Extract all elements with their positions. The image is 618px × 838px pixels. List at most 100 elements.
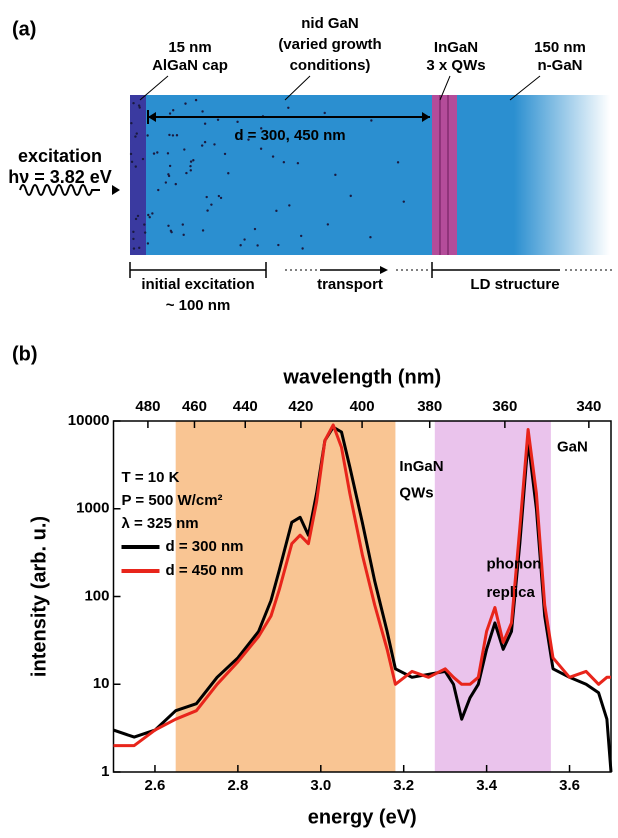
defect-dot — [168, 112, 172, 115]
defect-dot — [181, 223, 184, 226]
x2-tick-label: 400 — [350, 398, 375, 415]
ngan-label: 150 nm — [534, 39, 586, 56]
defect-dot — [135, 132, 138, 135]
thickness-label: d = 300, 450 nm — [234, 127, 345, 144]
defect-dot — [171, 134, 175, 137]
x-tick-label: 2.8 — [227, 777, 248, 794]
algan-label: 15 nm — [168, 39, 211, 56]
algan-layer — [130, 95, 146, 255]
defect-dot — [132, 230, 135, 234]
condition: T = 10 K — [122, 469, 180, 486]
defect-dot — [217, 194, 221, 198]
defect-dot — [147, 213, 150, 217]
defect-dot — [152, 152, 156, 155]
defect-dot — [185, 171, 188, 175]
defect-dot — [156, 151, 159, 154]
defect-dot — [210, 203, 213, 206]
panel-a: (a) d = 300, 450 nm 15 nm AlGaN cap nid … — [8, 15, 612, 314]
defect-dot — [369, 236, 372, 239]
x2-tick-label: 340 — [576, 398, 601, 415]
defect-dot — [151, 212, 154, 215]
defect-dot — [236, 120, 239, 124]
defect-dot — [200, 144, 204, 147]
defect-dot — [299, 234, 303, 238]
defect-dot — [130, 121, 133, 125]
defect-dot — [168, 164, 172, 168]
defect-dot — [402, 200, 405, 203]
defect-dot — [134, 165, 137, 168]
initial-label: initial excitation — [141, 276, 254, 293]
defect-dot — [143, 223, 146, 226]
defect-dot — [260, 127, 263, 130]
x2-tick-label: 380 — [417, 398, 442, 415]
defect-dot — [170, 230, 173, 234]
defect-dot — [223, 152, 227, 156]
defect-dot — [129, 152, 133, 156]
pointer — [284, 75, 311, 101]
ingan-label: 3 x QWs — [426, 57, 485, 74]
defect-dot — [183, 148, 186, 151]
defect-dot — [157, 188, 160, 192]
pointer — [439, 75, 451, 101]
panel-label: (a) — [12, 18, 36, 40]
legend-label: d = 300 nm — [166, 538, 244, 555]
defect-dot — [282, 160, 286, 164]
defect-dot — [243, 238, 246, 241]
x2-tick-label: 460 — [182, 398, 207, 415]
defect-dot — [216, 118, 220, 121]
x2-tick-label: 440 — [233, 398, 258, 415]
annotation: GaN — [557, 438, 588, 455]
qw-layer — [432, 95, 457, 255]
annotation: replica — [486, 584, 535, 601]
defect-dot — [164, 181, 168, 184]
defect-dot — [296, 162, 300, 165]
panel-label: (b) — [12, 343, 38, 365]
excitation-label: hν = 3.82 eV — [8, 167, 112, 187]
condition: λ = 325 nm — [122, 515, 199, 532]
x-axis-title: energy (eV) — [308, 806, 417, 828]
y-tick-label: 1000 — [76, 500, 109, 517]
defect-dot — [194, 98, 198, 102]
defect-dot — [134, 217, 138, 221]
defect-dot — [168, 133, 171, 137]
annotation: QWs — [399, 484, 433, 501]
y-tick-label: 1 — [101, 763, 109, 780]
defect-dot — [174, 182, 177, 186]
panel-b: (b) 2.6 2.8 3.0 3.2 3.4 3.6 480 460 440 420 400 380 3… — [12, 343, 613, 828]
defect-dot — [172, 109, 175, 112]
annotation: InGaN — [399, 458, 443, 475]
defect-dot — [288, 204, 291, 207]
transport-label: transport — [317, 276, 383, 293]
defect-dot — [326, 223, 330, 226]
defect-dot — [256, 244, 259, 247]
defect-dot — [136, 214, 140, 218]
defect-dot — [259, 147, 263, 150]
defect-dot — [138, 106, 141, 109]
y-tick-label: 10 — [93, 675, 110, 692]
x2-tick-label: 420 — [288, 398, 313, 415]
shaded-band — [175, 421, 396, 772]
defect-dot — [396, 161, 400, 164]
defect-dot — [219, 196, 223, 200]
defect-dot — [287, 106, 290, 110]
defect-dot — [301, 247, 304, 250]
defect-dot — [148, 215, 151, 219]
ingan-label: InGaN — [434, 39, 478, 56]
wave — [19, 184, 100, 196]
defect-dot — [213, 143, 216, 146]
defect-dot — [166, 152, 170, 155]
legend-label: d = 450 nm — [166, 562, 244, 579]
defect-dot — [132, 247, 136, 250]
excitation-label: excitation — [18, 146, 102, 166]
defect-dot — [253, 227, 257, 231]
defect-dot — [271, 155, 275, 158]
defect-dot — [323, 111, 326, 115]
wave-arrow — [112, 185, 120, 195]
nid-label: nid GaN — [301, 15, 359, 32]
defect-dot — [138, 246, 141, 250]
defect-dot — [275, 209, 278, 213]
condition: P = 500 W/cm² — [122, 492, 223, 509]
defect-dot — [239, 244, 242, 247]
ld-label: LD structure — [470, 276, 559, 293]
